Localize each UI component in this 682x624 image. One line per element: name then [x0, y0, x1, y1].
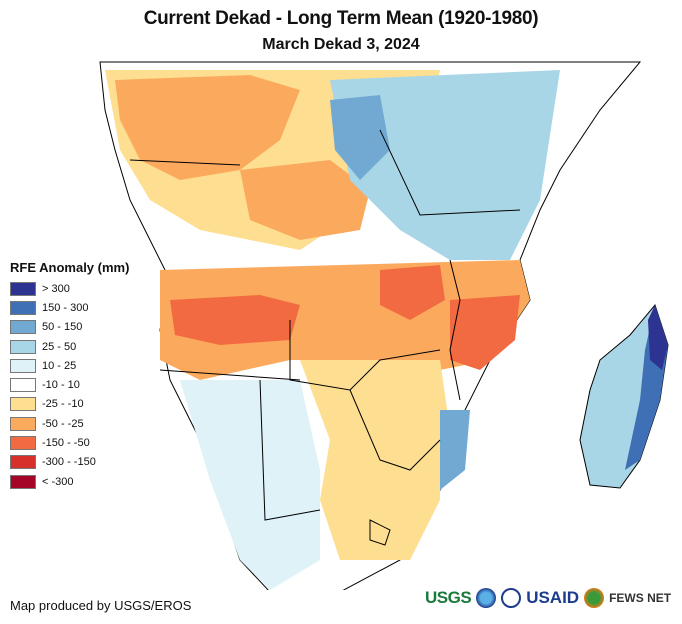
anomaly-map — [99, 61, 669, 590]
legend-swatch — [10, 397, 36, 412]
legend-item: 10 - 25 — [10, 356, 129, 375]
legend-label: -50 - -25 — [42, 417, 84, 430]
legend: RFE Anomaly (mm) > 300 150 - 300 50 - 150 2… — [10, 260, 129, 491]
usaid-logo: USAID — [526, 588, 580, 607]
region-angola-red — [170, 295, 300, 345]
legend-item: < -300 — [10, 472, 129, 491]
region-zambia-red — [380, 265, 445, 320]
noaa-logo-icon — [476, 588, 497, 608]
legend-label: -10 - 10 — [42, 379, 80, 392]
legend-swatch — [10, 300, 36, 315]
legend-swatch — [10, 358, 36, 373]
country-borders — [129, 129, 521, 546]
legend-swatch — [10, 455, 36, 470]
legend-label: -150 - -50 — [42, 437, 90, 450]
legend-item: -25 - -10 — [10, 395, 129, 414]
legend-title: RFE Anomaly (mm) — [10, 260, 130, 275]
legend-swatch — [10, 436, 36, 451]
legend-swatch — [10, 339, 36, 354]
region-congo-orange — [240, 160, 370, 240]
legend-item: -10 - 10 — [10, 375, 129, 394]
map-title: Current Dekad - Long Term Mean (1920-198… — [143, 8, 539, 29]
legend-swatch — [10, 281, 36, 296]
fewsnet-logo: FEWS NET — [609, 591, 672, 605]
legend-item: 50 - 150 — [10, 318, 129, 337]
legend-label: 150 - 300 — [42, 301, 89, 314]
madagascar-northeast-extreme — [648, 305, 668, 370]
legend-label: < -300 — [42, 475, 74, 488]
legend-item: 150 - 300 — [10, 298, 129, 317]
legend-label: -25 - -10 — [42, 398, 84, 411]
credit-text: Map produced by USGS/EROS — [10, 598, 192, 613]
legend-swatch — [10, 378, 36, 393]
legend-item: 25 - 50 — [10, 337, 129, 356]
region-namibia-blue — [180, 380, 320, 590]
region-east-africa-dark — [330, 95, 390, 180]
legend-item: -300 - -150 — [10, 453, 129, 472]
legend-swatch — [10, 416, 36, 431]
legend-label: -300 - -150 — [42, 456, 96, 469]
legend-label: 10 - 25 — [42, 359, 77, 372]
legend-label: 50 - 150 — [42, 321, 83, 334]
legend-swatch — [10, 320, 36, 335]
usgs-logo: USGS — [425, 588, 472, 607]
map-subtitle: March Dekad 3, 2024 — [262, 36, 420, 53]
region-east-africa-blue — [330, 70, 560, 260]
region-mozambique-south-blue — [440, 410, 470, 490]
usaid-seal-icon — [501, 588, 522, 608]
fewsnet-globe-icon — [584, 588, 605, 608]
legend-swatch — [10, 474, 36, 489]
partner-logos: USGS USAID FEWS NET — [425, 588, 671, 608]
legend-label: 25 - 50 — [42, 340, 77, 353]
legend-item: > 300 — [10, 279, 129, 298]
region-mozambique-red — [450, 295, 520, 370]
region-west-orange — [115, 75, 300, 180]
legend-item: -150 - -50 — [10, 433, 129, 452]
legend-item: -50 - -25 — [10, 414, 129, 433]
legend-label: > 300 — [42, 282, 70, 295]
